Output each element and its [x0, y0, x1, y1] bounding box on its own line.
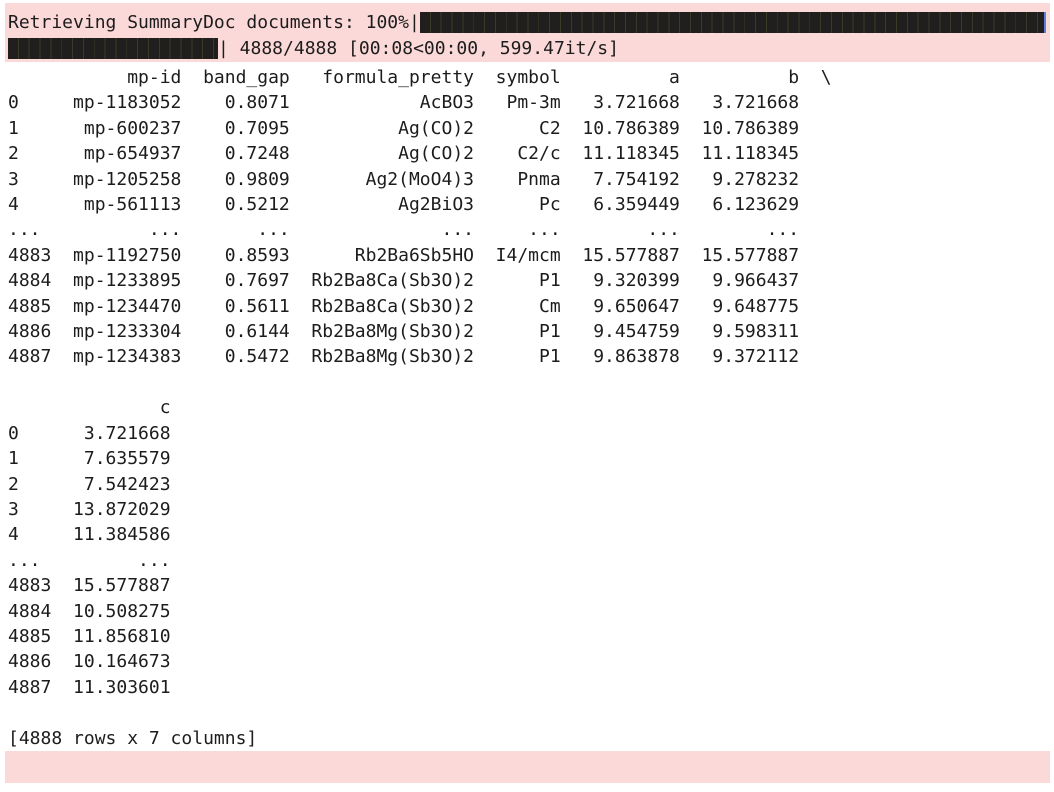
- df-row: 4887 mp-1234383 0.5472 Rb2Ba8Mg(Sb3O)2 P…: [8, 346, 800, 368]
- df-row: 4883 mp-1192750 0.8593 Rb2Ba6Sb5HO I4/mc…: [8, 244, 800, 266]
- dataframe-shape-footer: [4888 rows x 7 columns]: [8, 727, 258, 749]
- df-row: 4 11.384586: [8, 524, 171, 546]
- progress-line-1: Retrieving SummaryDoc documents: 100%|: [8, 10, 1046, 35]
- df-row: 3 13.872029: [8, 498, 171, 520]
- df-row: 4886 10.164673: [8, 651, 171, 673]
- df-row: 4885 11.856810: [8, 625, 171, 647]
- df-row: ... ... ... ... ... ... ...: [8, 219, 800, 241]
- df-row: 3 mp-1205258 0.9809 Ag2(MoO4)3 Pnma 7.75…: [8, 168, 800, 190]
- progress-bar-filled: [419, 12, 1046, 34]
- progress-line-2: | 4888/4888 [00:08<00:00, 599.47it/s]: [8, 35, 1046, 60]
- progress-bar-wrap-segment: [8, 37, 218, 59]
- df-row: 2 7.542423: [8, 473, 171, 495]
- progress-line1-text: Retrieving SummaryDoc documents: 100%|: [8, 12, 420, 34]
- df-row: 4884 10.508275: [8, 600, 171, 622]
- df-row: 4887 11.303601: [8, 676, 171, 698]
- df-row: 4884 mp-1233895 0.7697 Rb2Ba8Ca(Sb3O)2 P…: [8, 270, 800, 292]
- dataframe-block-2: c 0 3.721668 1 7.635579 2 7.542423 3 13.8720…: [8, 395, 1054, 700]
- df-row: 2 mp-654937 0.7248 Ag(CO)2 C2/c 11.11834…: [8, 143, 800, 165]
- stdout-dataframe-output: mp-id band_gap formula_pretty symbol a b…: [0, 62, 1054, 751]
- df-row: 1 7.635579: [8, 448, 171, 470]
- df-header-row: c: [8, 397, 171, 419]
- df-row: 1 mp-600237 0.7095 Ag(CO)2 C2 10.786389 …: [8, 117, 800, 139]
- df-row: 4885 mp-1234470 0.5611 Rb2Ba8Ca(Sb3O)2 C…: [8, 295, 800, 317]
- df-row: 4883 15.577887: [8, 575, 171, 597]
- df-header-row: mp-id band_gap formula_pretty symbol a b…: [8, 67, 832, 88]
- df-row: ... ...: [8, 549, 171, 571]
- stderr-progress-block: Retrieving SummaryDoc documents: 100%| |…: [5, 3, 1050, 62]
- df-row: 0 3.721668: [8, 422, 171, 444]
- progress-line2-text: | 4888/4888 [00:08<00:00, 599.47it/s]: [218, 37, 619, 59]
- df-row: 4 mp-561113 0.5212 Ag2BiO3 Pc 6.359449 6…: [8, 194, 800, 216]
- df-row: 4886 mp-1233304 0.6144 Rb2Ba8Mg(Sb3O)2 P…: [8, 321, 800, 343]
- df-row: 0 mp-1183052 0.8071 AcBO3 Pm-3m 3.721668…: [8, 92, 800, 114]
- stderr-empty-block: [5, 750, 1050, 783]
- dataframe-block-1: mp-id band_gap formula_pretty symbol a b…: [8, 65, 1054, 370]
- notebook-output-area: Retrieving SummaryDoc documents: 100%| |…: [0, 3, 1054, 783]
